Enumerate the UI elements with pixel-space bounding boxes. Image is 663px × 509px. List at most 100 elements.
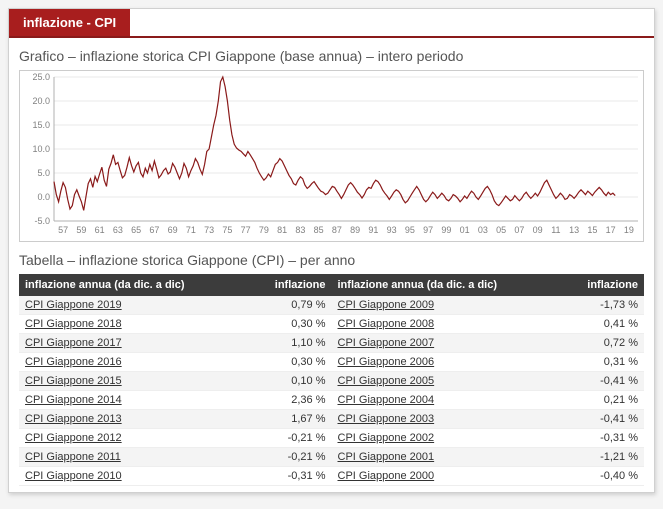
svg-text:97: 97	[423, 225, 433, 235]
panel-header: inflazione - CPI	[9, 9, 654, 38]
year-link[interactable]: CPI Giappone 2015	[19, 372, 244, 391]
value-cell: -1,73 %	[557, 296, 645, 315]
svg-text:59: 59	[76, 225, 86, 235]
year-link[interactable]: CPI Giappone 2011	[19, 448, 244, 467]
value-cell: 0,72 %	[557, 334, 645, 353]
svg-text:77: 77	[241, 225, 251, 235]
chart-container: -5.00.05.010.015.020.025.057596163656769…	[19, 70, 644, 242]
year-link[interactable]: CPI Giappone 2000	[332, 467, 557, 486]
year-link[interactable]: CPI Giappone 2001	[332, 448, 557, 467]
cpi-panel: inflazione - CPI Grafico – inflazione st…	[8, 8, 655, 493]
svg-text:10.0: 10.0	[32, 144, 50, 154]
header-tag: inflazione - CPI	[9, 9, 130, 36]
value-cell: -0,21 %	[244, 448, 332, 467]
col-header: inflazione	[244, 274, 332, 296]
table-row: CPI Giappone 2010-0,31 %CPI Giappone 200…	[19, 467, 644, 486]
value-cell: 1,10 %	[244, 334, 332, 353]
year-link[interactable]: CPI Giappone 2005	[332, 372, 557, 391]
table-row: CPI Giappone 20142,36 %CPI Giappone 2004…	[19, 391, 644, 410]
year-link[interactable]: CPI Giappone 2016	[19, 353, 244, 372]
svg-text:87: 87	[332, 225, 342, 235]
table-title: Tabella – inflazione storica Giappone (C…	[9, 242, 654, 274]
table-row: CPI Giappone 20131,67 %CPI Giappone 2003…	[19, 410, 644, 429]
svg-text:81: 81	[277, 225, 287, 235]
year-link[interactable]: CPI Giappone 2010	[19, 467, 244, 486]
table-row: CPI Giappone 20150,10 %CPI Giappone 2005…	[19, 372, 644, 391]
table-row: CPI Giappone 20190,79 %CPI Giappone 2009…	[19, 296, 644, 315]
svg-text:03: 03	[478, 225, 488, 235]
svg-text:01: 01	[460, 225, 470, 235]
svg-text:0.0: 0.0	[37, 192, 50, 202]
svg-text:07: 07	[514, 225, 524, 235]
svg-text:5.0: 5.0	[37, 168, 50, 178]
value-cell: -0,41 %	[557, 372, 645, 391]
value-cell: 0,10 %	[244, 372, 332, 391]
svg-text:89: 89	[350, 225, 360, 235]
svg-text:15: 15	[587, 225, 597, 235]
value-cell: 0,30 %	[244, 315, 332, 334]
svg-text:-5.0: -5.0	[34, 216, 50, 226]
table-body: CPI Giappone 20190,79 %CPI Giappone 2009…	[19, 296, 644, 486]
svg-text:75: 75	[222, 225, 232, 235]
year-link[interactable]: CPI Giappone 2009	[332, 296, 557, 315]
svg-text:19: 19	[624, 225, 634, 235]
svg-text:15.0: 15.0	[32, 120, 50, 130]
svg-text:61: 61	[95, 225, 105, 235]
table-row: CPI Giappone 20180,30 %CPI Giappone 2008…	[19, 315, 644, 334]
table-row: CPI Giappone 20160,30 %CPI Giappone 2006…	[19, 353, 644, 372]
year-link[interactable]: CPI Giappone 2013	[19, 410, 244, 429]
svg-text:99: 99	[441, 225, 451, 235]
value-cell: 0,21 %	[557, 391, 645, 410]
table-row: CPI Giappone 2011-0,21 %CPI Giappone 200…	[19, 448, 644, 467]
table-container: inflazione annua (da dic. a dic) inflazi…	[9, 274, 654, 496]
svg-text:11: 11	[551, 225, 560, 235]
svg-text:57: 57	[58, 225, 68, 235]
table-header-row: inflazione annua (da dic. a dic) inflazi…	[19, 274, 644, 296]
value-cell: 2,36 %	[244, 391, 332, 410]
value-cell: 0,79 %	[244, 296, 332, 315]
svg-text:95: 95	[405, 225, 415, 235]
year-link[interactable]: CPI Giappone 2018	[19, 315, 244, 334]
value-cell: 0,30 %	[244, 353, 332, 372]
svg-text:83: 83	[295, 225, 305, 235]
svg-text:09: 09	[533, 225, 543, 235]
year-link[interactable]: CPI Giappone 2002	[332, 429, 557, 448]
year-link[interactable]: CPI Giappone 2007	[332, 334, 557, 353]
svg-text:20.0: 20.0	[32, 96, 50, 106]
col-header: inflazione	[557, 274, 645, 296]
value-cell: -0,31 %	[557, 429, 645, 448]
svg-text:73: 73	[204, 225, 214, 235]
year-link[interactable]: CPI Giappone 2019	[19, 296, 244, 315]
svg-text:79: 79	[259, 225, 269, 235]
value-cell: -1,21 %	[557, 448, 645, 467]
svg-text:13: 13	[569, 225, 579, 235]
year-link[interactable]: CPI Giappone 2012	[19, 429, 244, 448]
year-link[interactable]: CPI Giappone 2006	[332, 353, 557, 372]
svg-text:71: 71	[186, 225, 196, 235]
cpi-table: inflazione annua (da dic. a dic) inflazi…	[19, 274, 644, 486]
year-link[interactable]: CPI Giappone 2003	[332, 410, 557, 429]
value-cell: 0,41 %	[557, 315, 645, 334]
year-link[interactable]: CPI Giappone 2014	[19, 391, 244, 410]
svg-text:67: 67	[149, 225, 159, 235]
value-cell: -0,40 %	[557, 467, 645, 486]
svg-text:17: 17	[606, 225, 616, 235]
col-header: inflazione annua (da dic. a dic)	[19, 274, 244, 296]
value-cell: -0,21 %	[244, 429, 332, 448]
svg-text:91: 91	[368, 225, 378, 235]
svg-text:25.0: 25.0	[32, 72, 50, 82]
svg-text:69: 69	[168, 225, 178, 235]
table-row: CPI Giappone 20171,10 %CPI Giappone 2007…	[19, 334, 644, 353]
value-cell: -0,31 %	[244, 467, 332, 486]
table-row: CPI Giappone 2012-0,21 %CPI Giappone 200…	[19, 429, 644, 448]
year-link[interactable]: CPI Giappone 2017	[19, 334, 244, 353]
value-cell: 1,67 %	[244, 410, 332, 429]
svg-text:93: 93	[387, 225, 397, 235]
svg-text:05: 05	[496, 225, 506, 235]
year-link[interactable]: CPI Giappone 2004	[332, 391, 557, 410]
line-chart: -5.00.05.010.015.020.025.057596163656769…	[20, 71, 645, 241]
year-link[interactable]: CPI Giappone 2008	[332, 315, 557, 334]
svg-text:85: 85	[314, 225, 324, 235]
value-cell: 0,31 %	[557, 353, 645, 372]
svg-text:65: 65	[131, 225, 141, 235]
